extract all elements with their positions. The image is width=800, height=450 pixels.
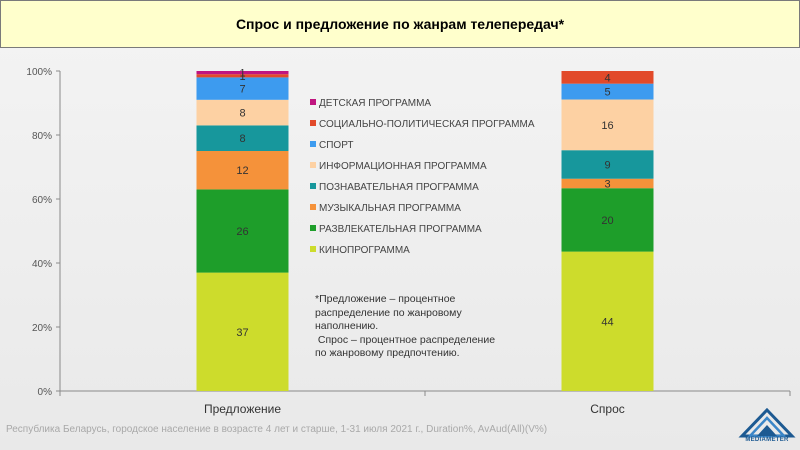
data-label: 7 [239, 84, 245, 96]
legend-swatch [310, 183, 316, 189]
data-label: 37 [236, 327, 248, 339]
bar-segment [561, 178, 654, 189]
data-label: 3 [604, 178, 610, 190]
data-label: 26 [236, 226, 248, 238]
y-tick-label: 0% [38, 387, 53, 398]
title-bar: Спрос и предложение по жанрам телепереда… [0, 0, 800, 48]
bar-segment [196, 74, 289, 78]
footnote-line: *Предложение – процентное [315, 293, 456, 305]
data-label: 1 [239, 71, 245, 83]
bar-segment [196, 151, 289, 190]
footnote-line: распределение по жанровому [315, 306, 462, 319]
legend-swatch [310, 246, 316, 252]
data-label: 16 [601, 120, 613, 132]
legend-swatch [310, 120, 316, 126]
footnote-line: наполнению. [315, 320, 379, 332]
y-tick-label: 100% [26, 67, 52, 78]
legend-swatch [310, 204, 316, 210]
bar-segment [196, 71, 289, 75]
legend-swatch [310, 141, 316, 147]
bar-segment [196, 77, 289, 100]
legend-label: ДЕТСКАЯ ПРОГРАММА [319, 98, 431, 109]
x-category-label: Спрос [590, 402, 625, 416]
data-label: 9 [604, 159, 610, 171]
data-label: 1 [239, 68, 245, 80]
bar-segment [561, 251, 654, 391]
bar-segment [196, 272, 289, 391]
footnote-line: по жанровому предпочтению. [315, 347, 460, 359]
bar-segment [196, 99, 289, 126]
legend-label: ИНФОРМАЦИОННАЯ ПРОГРАММА [319, 161, 487, 172]
footnote: *Предложение – процентное распределение … [315, 293, 525, 361]
legend-label: СОЦИАЛЬНО-ПОЛИТИЧЕСКАЯ ПРОГРАММА [319, 119, 535, 130]
data-label: 5 [604, 87, 610, 99]
logo-text: MEDIAMETER [745, 437, 789, 443]
bar-segment [196, 189, 289, 273]
y-tick-label: 60% [32, 195, 52, 206]
y-tick-label: 40% [32, 259, 52, 270]
data-label: 4 [604, 72, 610, 84]
data-label: 20 [601, 215, 613, 227]
legend-label: СПОРТ [319, 140, 354, 151]
bar-segment [561, 83, 654, 100]
data-label: 8 [239, 133, 245, 145]
legend-label: РАЗВЛЕКАТЕЛЬНАЯ ПРОГРАММА [319, 224, 482, 235]
data-label: 8 [239, 108, 245, 120]
y-tick-label: 20% [32, 323, 52, 334]
y-tick-label: 80% [32, 131, 52, 142]
chart-title: Спрос и предложение по жанрам телепереда… [235, 16, 565, 32]
x-category-label: Предложение [204, 402, 281, 416]
bar-segment [561, 71, 654, 84]
legend-swatch [310, 99, 316, 105]
bar-segment [196, 125, 289, 151]
footnote-line: Спрос – процентное распределение [315, 333, 496, 346]
source-footer: Республика Беларусь, городское население… [6, 424, 548, 435]
bar-segment [561, 188, 654, 252]
legend-swatch [310, 162, 316, 168]
data-label: 12 [236, 165, 248, 177]
bar-segment [561, 99, 654, 151]
legend-label: КИНОПРОГРАММА [319, 245, 410, 256]
legend-label: ПОЗНАВАТЕЛЬНАЯ ПРОГРАММА [319, 182, 479, 193]
mediameter-logo: MEDIAMETER [738, 407, 796, 448]
data-label: 44 [601, 316, 613, 328]
legend-swatch [310, 225, 316, 231]
legend-label: МУЗЫКАЛЬНАЯ ПРОГРАММА [319, 203, 461, 214]
bar-segment [561, 150, 654, 179]
logo-mark-icon [738, 407, 796, 438]
